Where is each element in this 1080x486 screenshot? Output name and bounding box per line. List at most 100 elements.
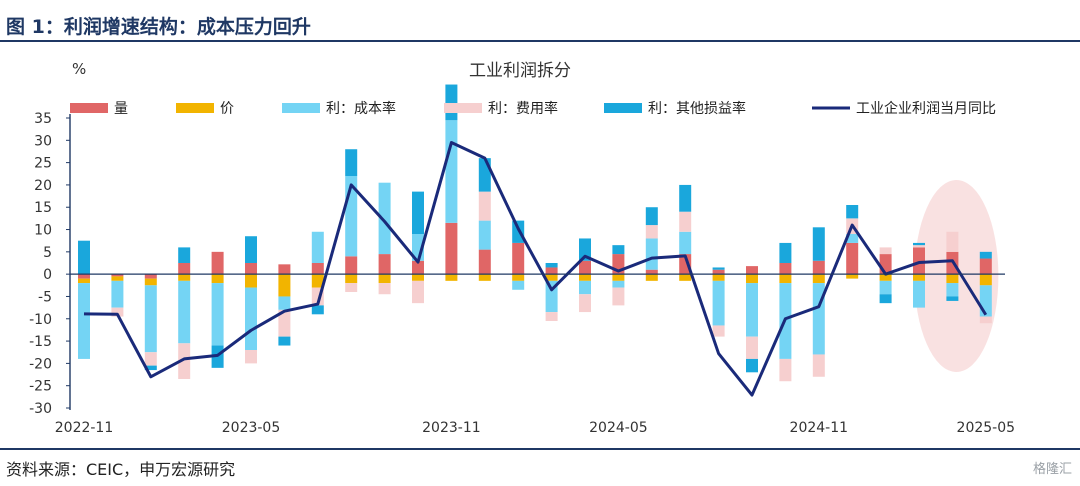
bar-other <box>311 305 324 315</box>
bar-fee <box>545 312 558 321</box>
y-axis-unit: % <box>72 60 86 78</box>
bar-cost <box>478 220 491 250</box>
legend: 量 价 利：成本率 利：费用率 利：其他损益率 工业企业利润当月同比 <box>70 100 996 117</box>
source-note: 资料来源：CEIC，申万宏源研究 <box>6 460 236 479</box>
y-tick-label: -5 <box>38 289 52 305</box>
y-tick-label: 20 <box>34 178 52 194</box>
bar-other <box>545 263 558 268</box>
legend-label-price: 价 <box>220 101 234 117</box>
bar-vol <box>378 254 391 275</box>
legend-label-other: 利：其他损益率 <box>648 100 746 117</box>
bar-vol <box>846 242 859 275</box>
legend-label-vol: 量 <box>114 101 128 117</box>
chart-title: 工业利润拆分 <box>469 61 571 81</box>
y-tick-label: -10 <box>29 312 52 328</box>
y-tick-label: 15 <box>34 200 52 216</box>
bar-other <box>812 227 825 261</box>
bar-price <box>712 274 725 281</box>
x-tick-label: 2023-11 <box>422 420 481 436</box>
x-tick-label: 2024-05 <box>589 420 648 436</box>
bar-price <box>278 274 291 297</box>
bar-price <box>311 274 324 288</box>
bar-price <box>679 274 692 281</box>
y-tick-label: 30 <box>34 133 52 149</box>
bar-fee <box>378 283 391 295</box>
bar-fee <box>278 309 291 337</box>
bar-price <box>812 274 825 284</box>
bar-other <box>979 251 992 259</box>
bar-other <box>846 205 859 219</box>
bar-cost <box>278 296 291 310</box>
legend-swatch-price <box>176 103 214 113</box>
bar-vol <box>913 247 925 275</box>
y-tick-label: -15 <box>29 334 52 350</box>
bar-vol <box>512 242 525 275</box>
bar-other <box>612 245 625 255</box>
bar-price <box>579 274 591 281</box>
bar-vol <box>345 256 358 275</box>
bar-other <box>879 294 892 304</box>
bar-other <box>445 84 458 121</box>
bar-cost <box>612 280 625 288</box>
bar-other <box>412 191 424 234</box>
bar-cost <box>178 280 191 344</box>
bar-vol <box>712 269 725 275</box>
bar-cost <box>746 283 758 337</box>
bar-price <box>345 274 358 284</box>
bar-cost <box>979 285 992 317</box>
bar-cost <box>712 280 725 326</box>
bar-cost <box>679 231 692 255</box>
bar-fee <box>913 245 925 248</box>
bar-other <box>345 149 358 176</box>
bar-fee <box>245 350 257 364</box>
x-tick-label: 2023-05 <box>222 420 281 436</box>
bar-other <box>779 242 792 263</box>
bar-price <box>545 274 558 281</box>
bar-vol <box>144 274 157 279</box>
bar-fee <box>779 358 792 382</box>
bar-price <box>211 274 224 284</box>
bar-price <box>144 278 157 286</box>
y-tick-label: -30 <box>29 401 52 417</box>
bar-cost <box>378 182 391 255</box>
bar-other <box>579 238 591 261</box>
bar-vol <box>779 263 792 275</box>
bar-cost <box>211 283 224 346</box>
bar-vol <box>445 222 458 275</box>
bar-vol <box>645 269 658 275</box>
bar-fee <box>679 211 692 232</box>
y-tick-label: 10 <box>34 223 52 239</box>
bar-fee <box>812 354 825 377</box>
bar-fee <box>178 343 191 379</box>
bar-vol <box>746 266 758 275</box>
bar-price <box>178 274 191 281</box>
bar-fee <box>478 191 491 221</box>
bar-price <box>378 274 391 284</box>
y-tick-label: 25 <box>34 156 52 172</box>
bar-other <box>278 336 291 346</box>
bar-other <box>746 358 758 373</box>
bar-other <box>178 247 191 263</box>
legend-swatch-other <box>604 103 642 113</box>
bar-other <box>645 207 658 226</box>
top-divider <box>0 40 1080 42</box>
bars-layer <box>78 84 992 382</box>
bar-cost <box>445 120 458 223</box>
y-tick-label: -20 <box>29 356 52 372</box>
bar-other <box>679 184 692 212</box>
bar-price <box>645 274 658 281</box>
y-tick-label: 0 <box>43 267 52 283</box>
bar-other <box>712 267 725 270</box>
bar-price <box>913 274 925 281</box>
bar-fee <box>979 316 992 324</box>
x-tick-label: 2024-11 <box>790 420 849 436</box>
bar-fee <box>579 294 591 313</box>
bar-price <box>445 274 458 281</box>
bar-price <box>78 278 90 284</box>
bar-price <box>412 274 424 281</box>
bar-price <box>111 276 124 281</box>
legend-label-line: 工业企业利润当月同比 <box>856 100 996 117</box>
legend-swatch-cost <box>282 103 320 113</box>
bar-fee <box>946 231 959 252</box>
bar-cost <box>512 280 525 290</box>
